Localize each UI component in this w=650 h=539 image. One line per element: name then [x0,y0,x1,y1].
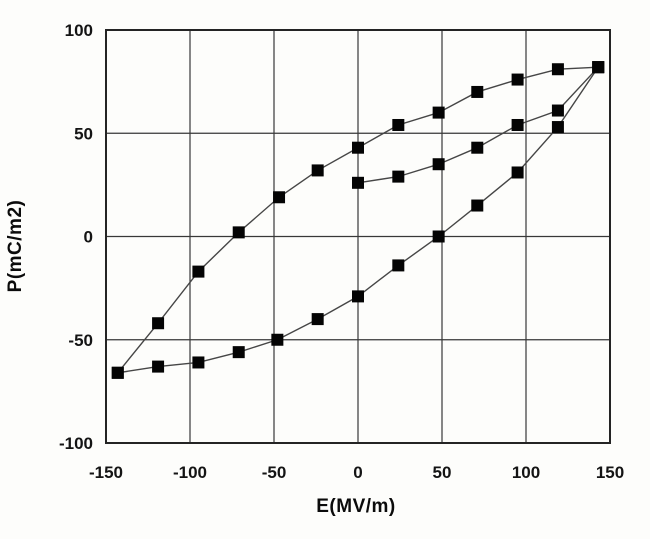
data-point-upper-branch [352,141,364,154]
y-axis-title: P(mC/m2) [5,200,26,293]
x-tick-label: -50 [262,463,287,482]
data-point-upper-branch [311,164,324,177]
data-point-lower-branch [471,199,484,212]
data-point-lower-branch [271,333,284,346]
data-point-inner-branch [392,170,405,183]
data-point-lower-branch [232,346,245,359]
data-point-inner-branch [511,118,524,131]
data-point-upper-branch [471,85,484,98]
y-tick-label: 0 [84,228,93,247]
x-tick-label: 50 [433,463,452,482]
data-point-upper-branch [192,265,205,278]
data-point-lower-branch [311,313,324,326]
data-point-inner-branch [352,176,364,189]
data-point-inner-branch [471,141,484,154]
plot-area: -150 -100 -50 0 50 100 150 -100 -50 0 50 100 [59,21,624,482]
data-point-lower-branch [192,356,205,369]
x-tick-label: -100 [173,463,207,482]
y-tick-label: 100 [65,21,93,40]
data-point-upper-branch [511,73,524,86]
data-point-upper-branch [232,226,245,239]
plot-frame [105,29,611,444]
x-tick-label: 150 [596,463,624,482]
x-tick-label: 100 [512,463,540,482]
y-tick-label: -50 [68,331,93,350]
data-point-upper-branch [551,63,564,76]
data-point-upper-branch [392,118,405,131]
y-tick-label: -100 [59,434,93,453]
data-point-inner-branch [592,61,605,74]
y-tick-label: 50 [74,124,93,143]
data-point-lower-branch [511,166,524,179]
data-point-upper-branch [152,317,165,330]
data-point-lower-branch [392,259,405,272]
data-point-lower-branch [152,360,165,373]
data-point-lower-branch [432,230,445,243]
x-tick-label: -150 [89,463,123,482]
data-point-lower-branch [352,290,364,303]
data-point-inner-branch [551,104,564,117]
data-point-upper-branch [432,106,445,119]
data-point-lower-branch [111,366,124,379]
x-tick-label: 0 [353,463,362,482]
x-axis-title: E(MV/m) [316,496,396,517]
data-point-lower-branch [551,121,564,134]
data-point-inner-branch [432,158,445,171]
data-point-upper-branch [273,191,286,204]
